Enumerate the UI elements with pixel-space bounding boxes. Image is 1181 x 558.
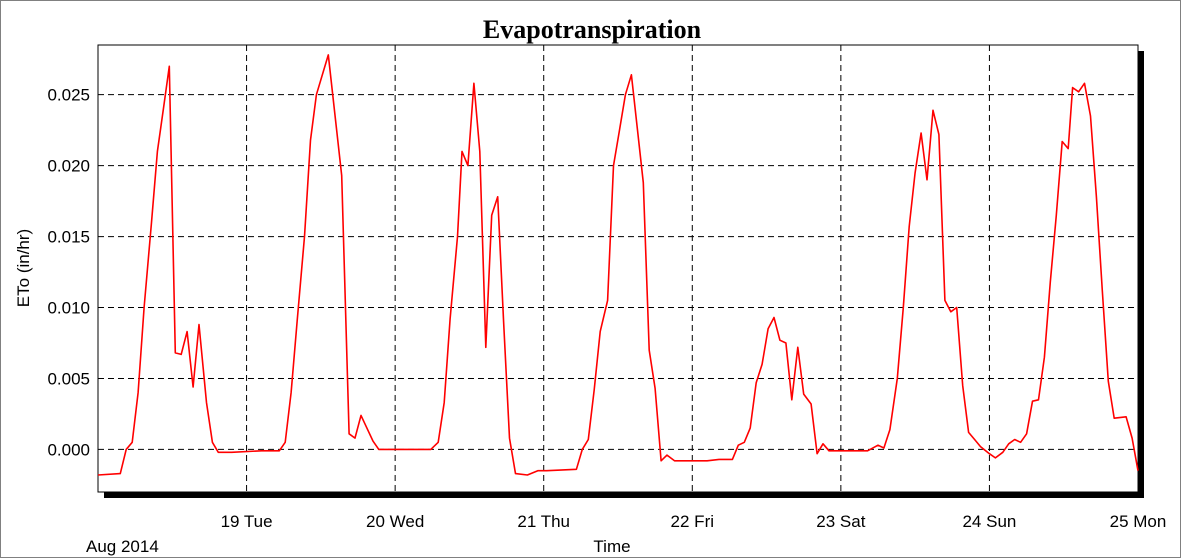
y-tick-label: 0.010 (47, 299, 90, 318)
y-tick-label: 0.005 (47, 369, 90, 388)
plot-area (97, 44, 1139, 493)
y-tick-label: 0.000 (47, 440, 90, 459)
chart-title: Evapotranspiration (483, 15, 702, 44)
y-tick-label: 0.015 (47, 228, 90, 247)
y-tick-label: 0.025 (47, 86, 90, 105)
grid-lines (98, 45, 1138, 492)
x-axis-label: Time (593, 537, 630, 556)
x-tick-label: 25 Mon (1110, 512, 1167, 531)
x-tick-label: 20 Wed (366, 512, 424, 531)
x-tick-label: 23 Sat (816, 512, 865, 531)
x-tick-label: 19 Tue (221, 512, 273, 531)
tick-labels: 0.000 0.005 0.010 0.015 0.020 0.025 19 Tue 20 W… (47, 86, 1166, 531)
y-axis-label: ETo (in/hr) (14, 229, 33, 307)
x-tick-label: 22 Fri (671, 512, 714, 531)
series-layer (97, 54, 1139, 476)
eto-series-line (97, 54, 1139, 476)
x-tick-label: 24 Sun (962, 512, 1016, 531)
x-axis-date-label: Aug 2014 (86, 537, 159, 556)
x-tick-label: 21 Thu (517, 512, 570, 531)
y-tick-label: 0.020 (47, 157, 90, 176)
